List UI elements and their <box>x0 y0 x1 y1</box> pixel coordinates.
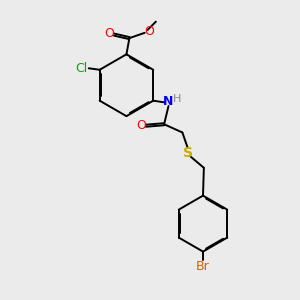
Text: Br: Br <box>196 260 210 273</box>
Text: O: O <box>136 119 146 132</box>
Text: S: S <box>183 146 193 160</box>
Text: O: O <box>144 25 154 38</box>
Text: N: N <box>163 95 174 108</box>
Text: O: O <box>104 28 114 40</box>
Text: H: H <box>172 94 181 104</box>
Text: Cl: Cl <box>75 62 87 75</box>
